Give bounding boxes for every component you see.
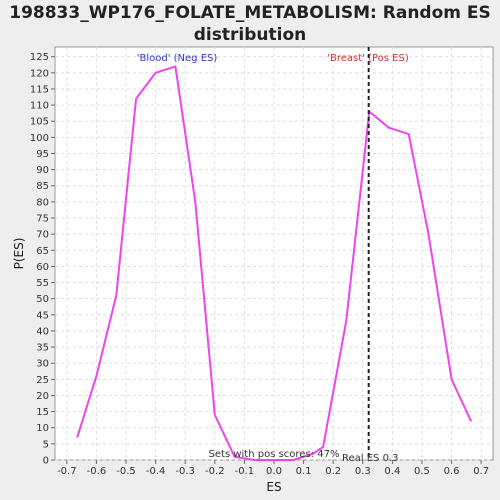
x-tick-label: 0.6 [444,466,460,477]
y-tick-label: 35 [36,343,49,354]
x-tick-label: -0.4 [146,466,166,477]
real-es-label: Real ES 0.3 [342,453,398,464]
annotation-layer: 'Blood' (Neg ES) 'Breast' (Pos ES) Sets … [137,47,409,464]
y-tick-label: 15 [36,407,49,418]
y-tick-label: 100 [30,133,49,144]
x-tick-label: 0.2 [325,466,341,477]
y-tick-label: 115 [30,84,49,95]
y-tick-label: 60 [36,262,49,273]
y-tick-label: 95 [36,149,49,160]
x-tick-label: -0.7 [57,466,77,477]
x-tick-label: -0.2 [205,466,225,477]
y-tick-label: 5 [43,439,49,450]
y-tick-label: 50 [36,294,49,305]
x-tick-label: 0.5 [414,466,430,477]
chart-title-line2: distribution [193,25,307,45]
y-tick-label: 55 [36,278,49,289]
y-tick-label: 120 [30,68,49,79]
y-axis-label: P(ES) [12,238,26,270]
chart-title: 198833_WP176_FOLATE_METABOLISM: Random E… [0,2,500,46]
y-tick-label: 40 [36,326,49,337]
x-tick-label: -0.6 [87,466,107,477]
chart-title-line1: 198833_WP176_FOLATE_METABOLISM: Random E… [9,3,491,23]
x-tick-label: 0.7 [473,466,489,477]
x-tick-label: 0.0 [266,466,282,477]
y-tick-label: 105 [30,117,49,128]
y-tick-label: 80 [36,197,49,208]
x-axis-label: ES [266,480,281,494]
pos-es-label: 'Breast' (Pos ES) [327,53,409,64]
grid-layer [55,47,493,461]
y-tick-label: 65 [36,246,49,257]
y-tick-label: 70 [36,230,49,241]
x-tick-label: -0.5 [116,466,136,477]
y-tick-label: 30 [36,359,49,370]
y-tick-label: 10 [36,423,49,434]
pos-scores-label: Sets with pos scores: 47% [209,449,340,460]
y-tick-label: 110 [30,101,49,112]
y-tick-label: 45 [36,310,49,321]
x-tick-label: -0.3 [175,466,195,477]
y-tick-label: 20 [36,391,49,402]
y-tick-label: 0 [43,456,49,467]
x-tick-label: 0.3 [355,466,371,477]
y-tick-label: 85 [36,181,49,192]
y-tick-label: 75 [36,214,49,225]
y-tick-label: 90 [36,165,49,176]
axis-layer: -0.7 -0.6 -0.5 -0.4 -0.3 -0.2 -0.1 0.0 0.1 0.2 0.3… [30,52,489,477]
y-tick-label: 25 [36,375,49,386]
x-tick-label: 0.4 [384,466,400,477]
x-tick-label: -0.1 [235,466,255,477]
series-layer [76,65,473,461]
y-tick-label: 125 [30,52,49,63]
x-tick-label: 0.1 [296,466,312,477]
neg-es-label: 'Blood' (Neg ES) [137,53,218,64]
